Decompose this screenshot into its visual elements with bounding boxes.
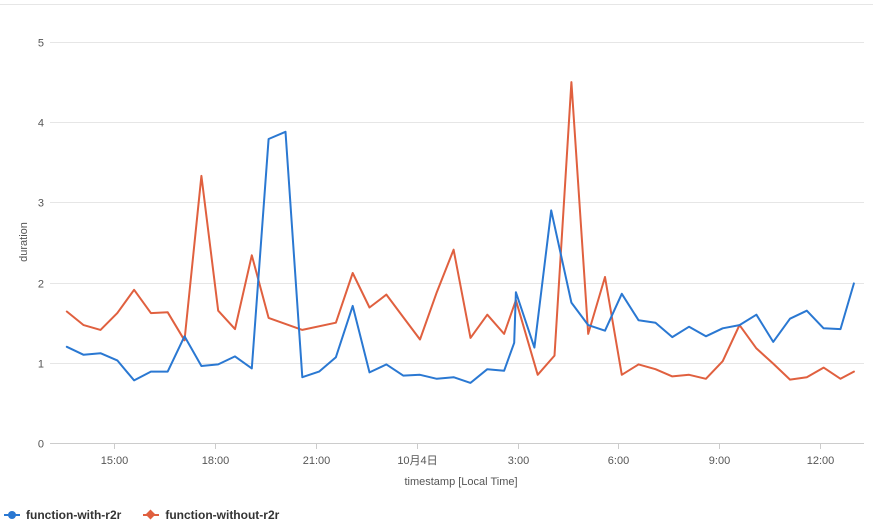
top-border	[0, 4, 873, 5]
series-layer	[65, 81, 855, 384]
y-tick-label: 5	[38, 38, 44, 50]
x-tick-label: 18:00	[202, 455, 230, 467]
series-line-without-r2r[interactable]	[65, 81, 855, 381]
x-tick-label: 3:00	[508, 455, 529, 467]
x-tick-label: 15:00	[101, 455, 129, 467]
x-tick-label: 10月4日	[397, 455, 437, 467]
y-tick-label: 4	[38, 118, 44, 130]
circle-marker-icon	[4, 510, 20, 520]
legend-item-with-r2r[interactable]: function-with-r2r	[4, 508, 121, 522]
y-tick-label: 3	[38, 198, 44, 210]
legend-label-with-r2r: function-with-r2r	[26, 508, 122, 522]
diamond-marker-icon	[143, 509, 160, 520]
legend-label-without-r2r: function-without-r2r	[165, 508, 280, 522]
legend-item-without-r2r[interactable]: function-without-r2r	[143, 508, 279, 522]
y-tick-label: 0	[38, 439, 44, 451]
series-line-with-r2r[interactable]	[65, 130, 855, 384]
x-tick-label: 6:00	[608, 455, 629, 467]
y-tick-label: 1	[38, 359, 44, 371]
x-tick-label: 21:00	[303, 455, 331, 467]
y-axis-ticks: 0 1 2 3 4 5	[38, 38, 44, 451]
y-tick-label: 2	[38, 279, 44, 291]
x-axis-ticks: 15:00 18:00 21:00 10月4日 3:00 6:00 9:00 12:00	[101, 443, 835, 467]
x-tick-label: 9:00	[709, 455, 730, 467]
legend: function-with-r2r function-without-r2r	[4, 507, 301, 523]
x-tick-label: 12:00	[807, 455, 835, 467]
y-axis-title: duration	[18, 222, 30, 262]
x-axis-title: timestamp [Local Time]	[404, 476, 517, 488]
grid-lines	[50, 42, 864, 444]
